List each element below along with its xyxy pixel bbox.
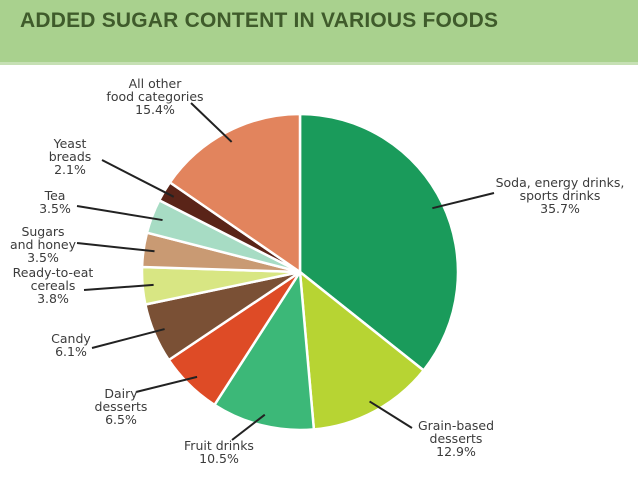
slice-value-label: 3.8% (37, 291, 69, 306)
slice-category-label: Fruit drinks (184, 438, 254, 453)
slice-label: All other food categories 15.4% (106, 76, 203, 117)
leader-line (135, 375, 198, 393)
pie-slice (168, 112, 302, 274)
slice-value-label: 35.7% (540, 201, 580, 216)
slice-value-label: 6.1% (55, 344, 87, 359)
slice-category-label: Soda, energy drinks, (496, 175, 625, 190)
slice-label: Soda, energy drinks, sports drinks 35.7% (496, 175, 625, 216)
slice-label: Sugars and honey 3.5% (10, 224, 77, 265)
slide-title: ADDED SUGAR CONTENT IN VARIOUS FOODS (20, 9, 499, 32)
slice-label: Grain-based desserts 12.9% (418, 418, 494, 459)
leader-line (432, 192, 495, 210)
leader-line (76, 205, 163, 222)
slice-value-label: 15.4% (135, 102, 175, 117)
slice-value-label: 3.5% (27, 250, 59, 265)
slice-category-label: Tea (44, 188, 66, 203)
slice-category-label: desserts (430, 431, 483, 446)
slice-category-label: cereals (31, 278, 76, 293)
pie-slice (213, 270, 316, 432)
leader-line (83, 283, 154, 291)
slice-value-label: 10.5% (199, 451, 239, 466)
slice-label: Tea 3.5% (39, 188, 71, 216)
slice-label: Yeast breads 2.1% (49, 136, 92, 177)
slice-category-label: breads (49, 149, 92, 164)
slice-label: Ready-to-eat cereals 3.8% (13, 265, 94, 306)
slice-value-label: 6.5% (105, 412, 137, 427)
slice-category-label: Candy (51, 331, 91, 346)
slice-category-label: sports drinks (520, 188, 601, 203)
slice-value-label: 12.9% (436, 444, 476, 459)
slice-category-label: desserts (95, 399, 148, 414)
slice-category-label: Yeast (53, 136, 87, 151)
pie-slice (298, 112, 460, 372)
slice-category-label: All other (129, 76, 183, 91)
slice-category-label: food categories (106, 89, 203, 104)
slice-category-label: Ready-to-eat (13, 265, 94, 280)
slice-label: Dairy desserts 6.5% (95, 386, 148, 427)
leader-line (76, 242, 155, 253)
slice-category-label: and honey (10, 237, 77, 252)
pie-slice (298, 270, 425, 431)
slice-value-label: 2.1% (54, 162, 86, 177)
slice-label: Fruit drinks 10.5% (184, 438, 254, 466)
slice-category-label: Dairy (104, 386, 138, 401)
leader-line (91, 328, 165, 349)
slice-label: Candy 6.1% (51, 331, 91, 359)
leader-line (101, 159, 175, 198)
slice-value-label: 3.5% (39, 201, 71, 216)
leader-line (231, 413, 266, 441)
title-bar: ADDED SUGAR CONTENT IN VARIOUS FOODS (0, 0, 638, 65)
slice-category-label: Grain-based (418, 418, 494, 433)
leader-line (190, 102, 233, 143)
slice-category-label: Sugars (21, 224, 64, 239)
leader-line (369, 400, 413, 429)
